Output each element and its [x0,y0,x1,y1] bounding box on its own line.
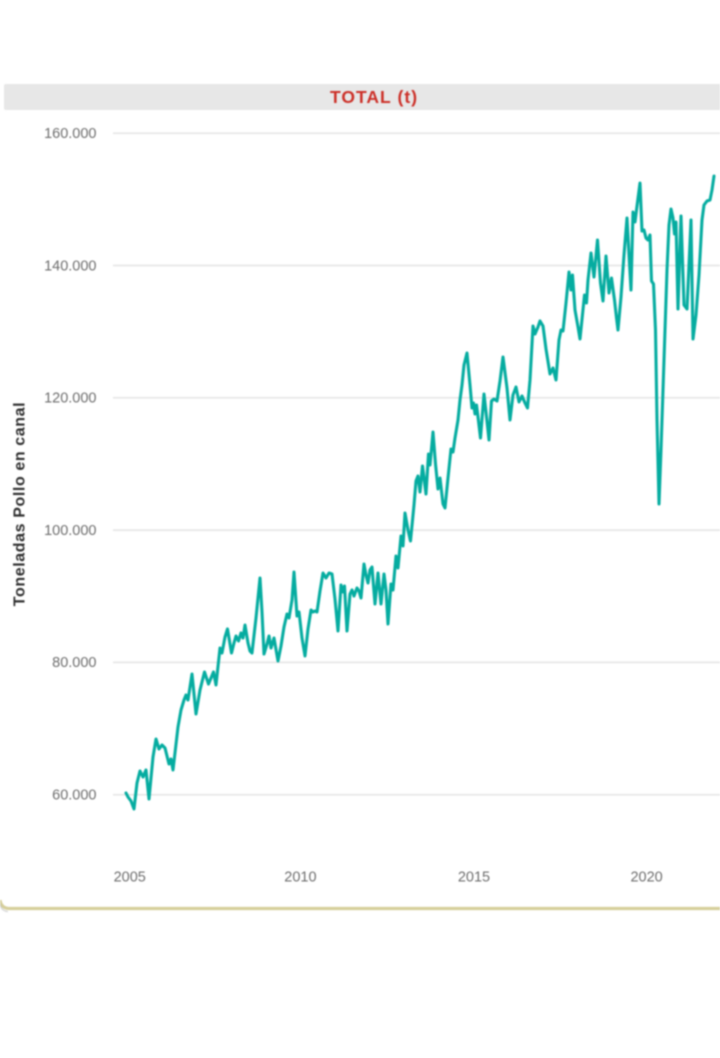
svg-text:2015: 2015 [458,870,490,886]
svg-text:120.000: 120.000 [44,391,96,407]
svg-text:2010: 2010 [284,870,316,886]
svg-text:60.000: 60.000 [52,788,96,804]
svg-text:2005: 2005 [114,870,146,886]
svg-text:140.000: 140.000 [44,258,96,274]
svg-text:160.000: 160.000 [44,126,96,142]
svg-text:100.000: 100.000 [44,523,96,539]
svg-text:Toneladas Pollo en canal: Toneladas Pollo en canal [12,402,29,606]
svg-text:2020: 2020 [630,870,662,886]
svg-text:80.000: 80.000 [52,655,96,671]
